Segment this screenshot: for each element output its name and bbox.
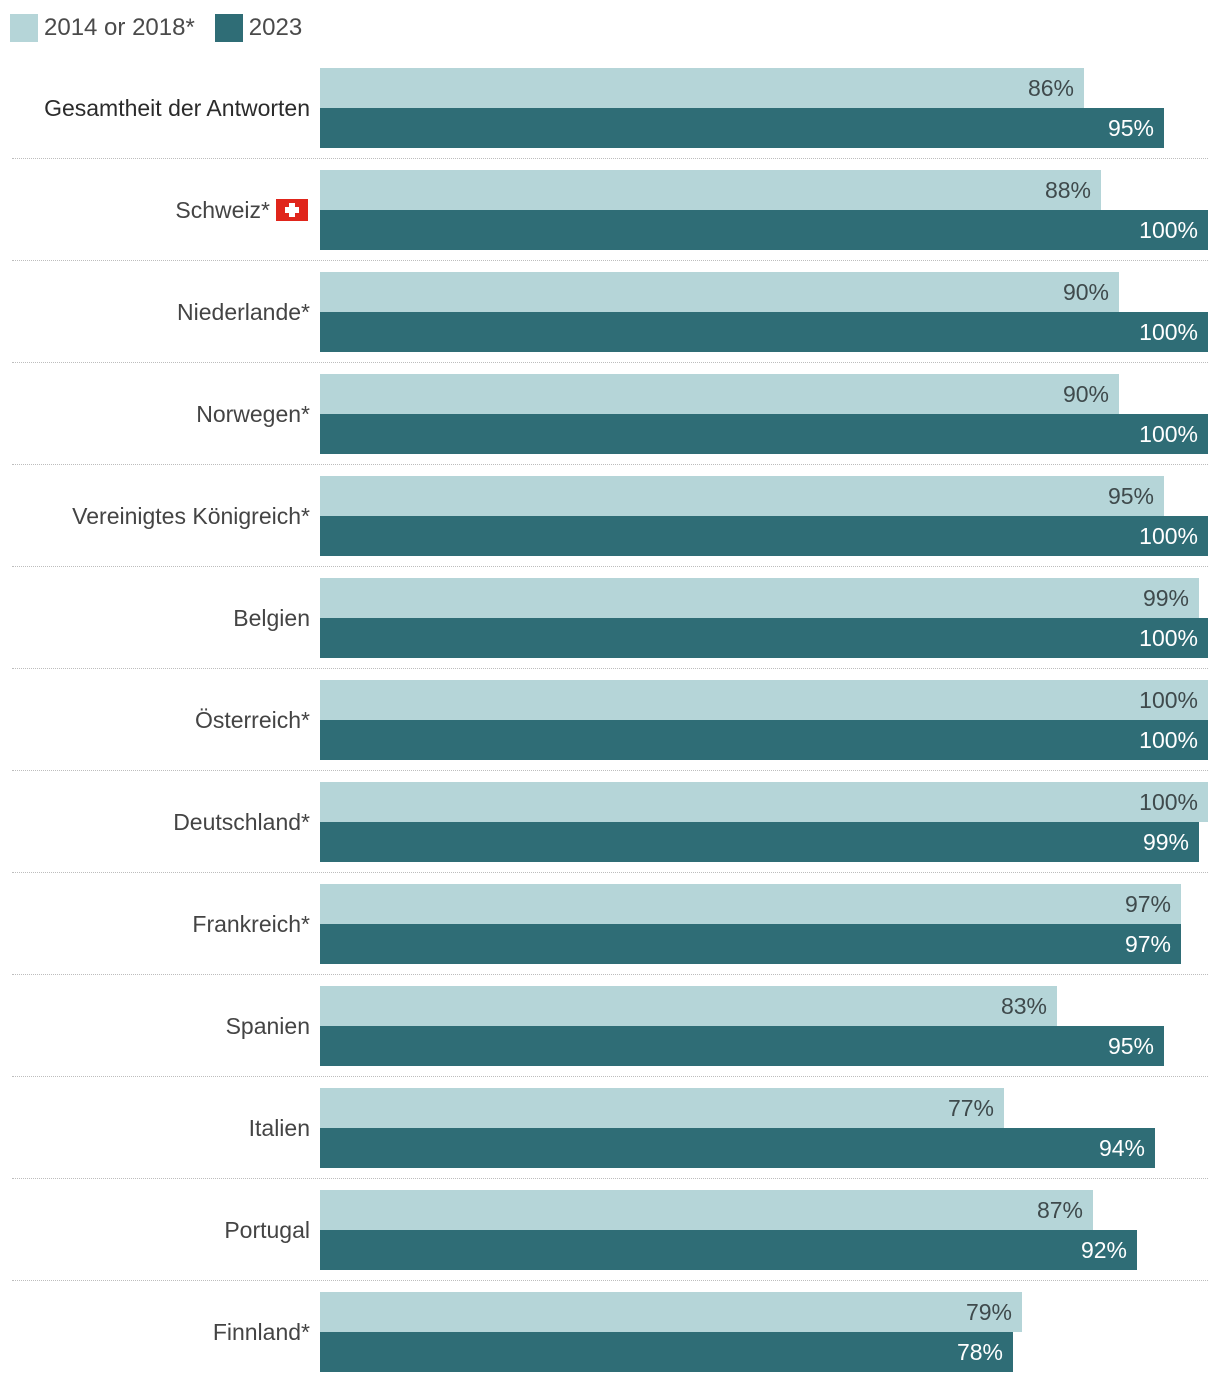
swiss-flag-icon: [276, 199, 308, 221]
category-label: Finnland*: [213, 1292, 310, 1372]
category-label: Niederlande*: [177, 272, 310, 352]
bar-value-label: 90%: [1062, 279, 1109, 305]
legend: 2014 or 2018* 2023: [10, 12, 322, 44]
legend-swatch-new: [214, 14, 243, 42]
bar-value-label: 100%: [1139, 319, 1198, 345]
bar-2014-2018: 95%: [320, 476, 1164, 516]
category-label-text: Belgien: [233, 604, 310, 631]
bar-2023: 78%: [320, 1332, 1013, 1372]
bar-value-label: 97%: [1124, 891, 1171, 917]
bar-2014-2018: 100%: [320, 680, 1208, 720]
category-label-text: Italien: [248, 1114, 310, 1141]
bar-value-label: 100%: [1139, 789, 1198, 815]
bar-value-label: 99%: [1142, 829, 1189, 855]
legend-label-new: 2023: [248, 14, 303, 41]
bar-value-label: 79%: [965, 1299, 1012, 1325]
category-label-text: Gesamtheit der Antworten: [44, 94, 310, 121]
row-divider: [12, 464, 1208, 465]
bar-2023: 95%: [320, 108, 1164, 148]
row-divider: [12, 362, 1208, 363]
category-label: Vereinigtes Königreich*: [72, 476, 310, 556]
bar-value-label: 100%: [1139, 421, 1198, 447]
category-label: Norwegen*: [196, 374, 310, 454]
category-label: Frankreich*: [192, 884, 310, 964]
bar-value-label: 90%: [1062, 381, 1109, 407]
bar-2014-2018: 77%: [320, 1088, 1004, 1128]
bar-value-label: 95%: [1107, 115, 1154, 141]
category-label-text: Frankreich*: [192, 910, 310, 937]
row-divider: [12, 668, 1208, 669]
bar-value-label: 99%: [1142, 585, 1189, 611]
bar-2023: 100%: [320, 618, 1208, 658]
bar-2023: 100%: [320, 516, 1208, 556]
category-label: Schweiz*: [175, 170, 308, 250]
bar-value-label: 77%: [947, 1095, 994, 1121]
category-label: Italien: [249, 1088, 310, 1168]
bar-2023: 100%: [320, 720, 1208, 760]
legend-swatch-old: [10, 14, 38, 42]
category-label-text: Portugal: [224, 1216, 310, 1243]
row-divider: [12, 1178, 1208, 1179]
bar-2014-2018: 83%: [320, 986, 1057, 1026]
row-divider: [12, 1076, 1208, 1077]
row-divider: [12, 260, 1208, 261]
category-label: Österreich*: [195, 680, 310, 760]
category-label-text: Norwegen*: [196, 400, 310, 427]
bar-2023: 100%: [320, 210, 1208, 250]
bar-value-label: 100%: [1139, 687, 1198, 713]
bar-2023: 97%: [320, 924, 1181, 964]
legend-label-old: 2014 or 2018*: [44, 14, 195, 41]
bar-value-label: 100%: [1139, 727, 1198, 753]
category-label: Portugal: [224, 1190, 310, 1270]
bar-value-label: 86%: [1027, 75, 1074, 101]
category-label-text: Spanien: [225, 1012, 310, 1039]
bar-2014-2018: 100%: [320, 782, 1208, 822]
category-label: Gesamtheit der Antworten: [44, 68, 310, 148]
bar-2023: 100%: [320, 312, 1208, 352]
category-label: Deutschland*: [173, 782, 310, 862]
category-label-text: Vereinigtes Königreich*: [72, 502, 310, 529]
bar-value-label: 78%: [956, 1339, 1003, 1365]
row-divider: [12, 1280, 1208, 1281]
category-label-text: Deutschland*: [173, 808, 310, 835]
bar-2014-2018: 86%: [320, 68, 1084, 108]
row-divider: [12, 872, 1208, 873]
bar-2023: 92%: [320, 1230, 1137, 1270]
bar-2014-2018: 88%: [320, 170, 1101, 210]
category-label: Belgien: [233, 578, 310, 658]
bar-value-label: 94%: [1098, 1135, 1145, 1161]
bar-2014-2018: 90%: [320, 272, 1119, 312]
bar-2023: 100%: [320, 414, 1208, 454]
bar-value-label: 83%: [1000, 993, 1047, 1019]
bar-2014-2018: 87%: [320, 1190, 1093, 1230]
bar-value-label: 100%: [1139, 523, 1198, 549]
category-label-text: Österreich*: [194, 706, 310, 733]
bar-2023: 94%: [320, 1128, 1155, 1168]
bar-2023: 99%: [320, 822, 1199, 862]
legend-item-old: 2014 or 2018*: [10, 14, 195, 42]
legend-item-new: 2023: [214, 14, 303, 42]
row-divider: [12, 566, 1208, 567]
category-label-text: Finnland*: [212, 1318, 310, 1345]
row-divider: [12, 974, 1208, 975]
category-label-text: Niederlande*: [177, 298, 310, 325]
bar-value-label: 87%: [1036, 1197, 1083, 1223]
bar-2014-2018: 97%: [320, 884, 1181, 924]
bar-value-label: 100%: [1139, 625, 1198, 651]
bar-value-label: 88%: [1044, 177, 1091, 203]
bar-value-label: 100%: [1139, 217, 1198, 243]
bar-value-label: 95%: [1107, 483, 1154, 509]
bar-2023: 95%: [320, 1026, 1164, 1066]
category-label: Spanien: [226, 986, 310, 1066]
bar-2014-2018: 99%: [320, 578, 1199, 618]
bar-2014-2018: 79%: [320, 1292, 1022, 1332]
category-label-text: Schweiz*: [175, 196, 270, 223]
bar-value-label: 92%: [1080, 1237, 1127, 1263]
bar-2014-2018: 90%: [320, 374, 1119, 414]
row-divider: [12, 158, 1208, 159]
row-divider: [12, 770, 1208, 771]
bar-value-label: 95%: [1107, 1033, 1154, 1059]
bar-value-label: 97%: [1124, 931, 1171, 957]
